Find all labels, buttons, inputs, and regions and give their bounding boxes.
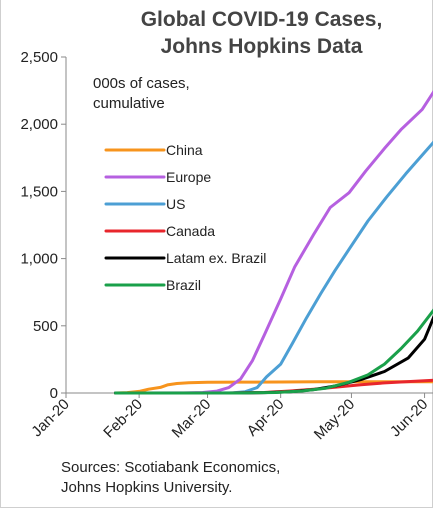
series-line <box>114 90 433 395</box>
x-tick-label: Apr-20 <box>244 396 288 440</box>
legend-label: US <box>166 196 185 212</box>
y-tick-label: 1,500 <box>20 183 58 200</box>
legend-label: Europe <box>166 169 211 185</box>
chart-title-line-2: Johns Hopkins Data <box>160 35 363 58</box>
x-axis: Jan-20 Feb-20 Mar-20 Apr-20 May-20 Jun-20 <box>28 392 433 443</box>
legend-label: Brazil <box>166 277 201 293</box>
unit-label-line-1: 000s of cases, <box>93 75 190 92</box>
legend-label: Canada <box>166 223 215 239</box>
y-tick-label: 1,000 <box>20 251 58 268</box>
y-tick-label: 500 <box>33 318 58 335</box>
source-note: Sources: Scotiabank Economics, Johns Hop… <box>61 458 280 498</box>
series-line <box>114 140 433 395</box>
chart-title-line-1: Global COVID-19 Cases, <box>140 8 383 31</box>
unit-label-line-2: cumulative <box>93 95 165 112</box>
chart-title: Global COVID-19 Cases, Johns Hopkins Dat… <box>91 6 432 60</box>
y-axis: 0 500 1,000 1,500 2,000 2,500 <box>20 49 67 402</box>
y-tick-label: 2,500 <box>20 49 58 66</box>
legend-label: China <box>166 142 203 158</box>
x-tick-label: Feb-20 <box>100 396 146 442</box>
y-tick-label: 0 <box>50 385 58 402</box>
x-tick-label: Mar-20 <box>169 396 215 442</box>
series-lines <box>114 90 433 395</box>
line-chart: 0 500 1,000 1,500 2,000 2,500 Jan-20 Feb-20 Mar… <box>20 49 433 443</box>
y-tick-label: 2,000 <box>20 116 58 133</box>
legend-label: Latam ex. Brazil <box>166 250 266 266</box>
source-line-1: Sources: Scotiabank Economics, <box>61 459 281 476</box>
series-line <box>114 380 433 395</box>
x-tick-label: Jan-20 <box>28 396 72 440</box>
legend: China Europe US Canada Latam ex. Brazil Brazi… <box>104 142 266 293</box>
series-line <box>114 308 433 395</box>
x-tick-label: Jun-20 <box>387 396 431 440</box>
source-line-2: Johns Hopkins University. <box>61 479 233 496</box>
x-tick-label: May-20 <box>311 396 358 443</box>
